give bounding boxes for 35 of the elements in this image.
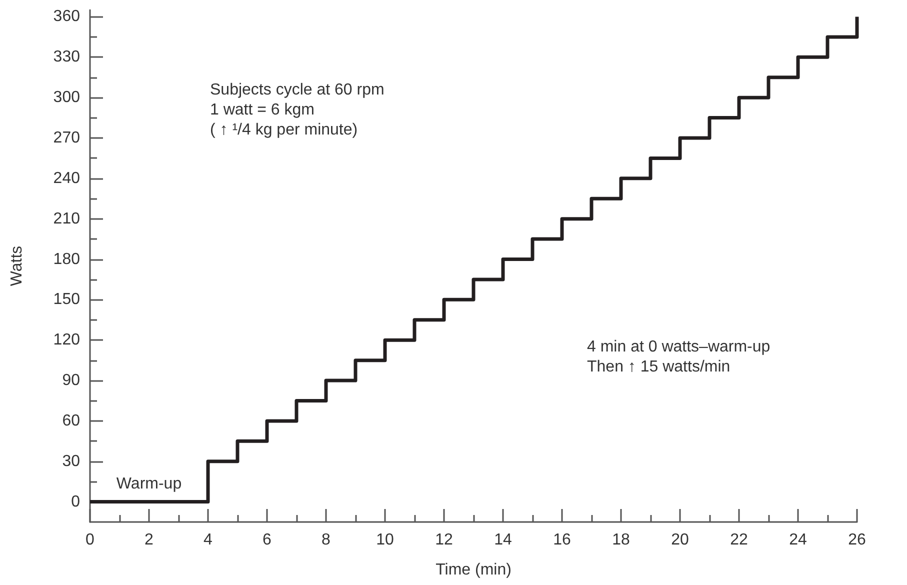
x-tick-label: 2 (144, 532, 154, 548)
x-tick-label: 24 (789, 532, 807, 548)
annotation: ( ↑ ¹/4 kg per minute) (210, 122, 358, 138)
x-tick-label: 14 (494, 532, 512, 548)
x-tick-label: 10 (376, 532, 394, 548)
annotation: Subjects cycle at 60 rpm (210, 82, 384, 98)
x-tick-label: 6 (262, 532, 272, 548)
x-tick-label: 16 (553, 532, 571, 548)
y-tick-label: 210 (53, 210, 80, 228)
annotation: 4 min at 0 watts–warm-up (587, 338, 770, 356)
annotation: 1 watt = 6 kgm (210, 102, 314, 118)
x-tick-label: 18 (612, 532, 630, 548)
annotation: Then ↑ 15 watts/min (587, 358, 730, 376)
y-tick-label: 0 (71, 493, 80, 510)
y-tick-label: 120 (53, 332, 80, 349)
x-tick-label: 8 (322, 532, 331, 548)
y-tick-label: 330 (53, 48, 80, 66)
x-tick-label: 4 (204, 532, 213, 548)
y-tick-label: 90 (62, 372, 80, 390)
x-tick-label: 22 (730, 532, 748, 548)
y-tick-label: 150 (53, 291, 80, 308)
x-tick-label: 26 (848, 532, 866, 548)
x-tick-label: 12 (435, 532, 453, 548)
y-tick-label: 360 (53, 8, 80, 26)
x-tick-label: 0 (86, 532, 95, 548)
y-tick-label: 300 (53, 89, 80, 106)
y-tick-label: 180 (53, 250, 80, 268)
y-axis-title: Watts (8, 246, 26, 286)
y-tick-label: 60 (62, 412, 80, 430)
x-axis-title: Time (min) (436, 562, 512, 578)
y-tick-label: 30 (62, 452, 80, 470)
x-tick-label: 20 (671, 532, 689, 548)
annotation: Warm-up (116, 475, 182, 492)
y-tick-label: 270 (53, 130, 80, 146)
y-tick-label: 240 (53, 170, 80, 187)
